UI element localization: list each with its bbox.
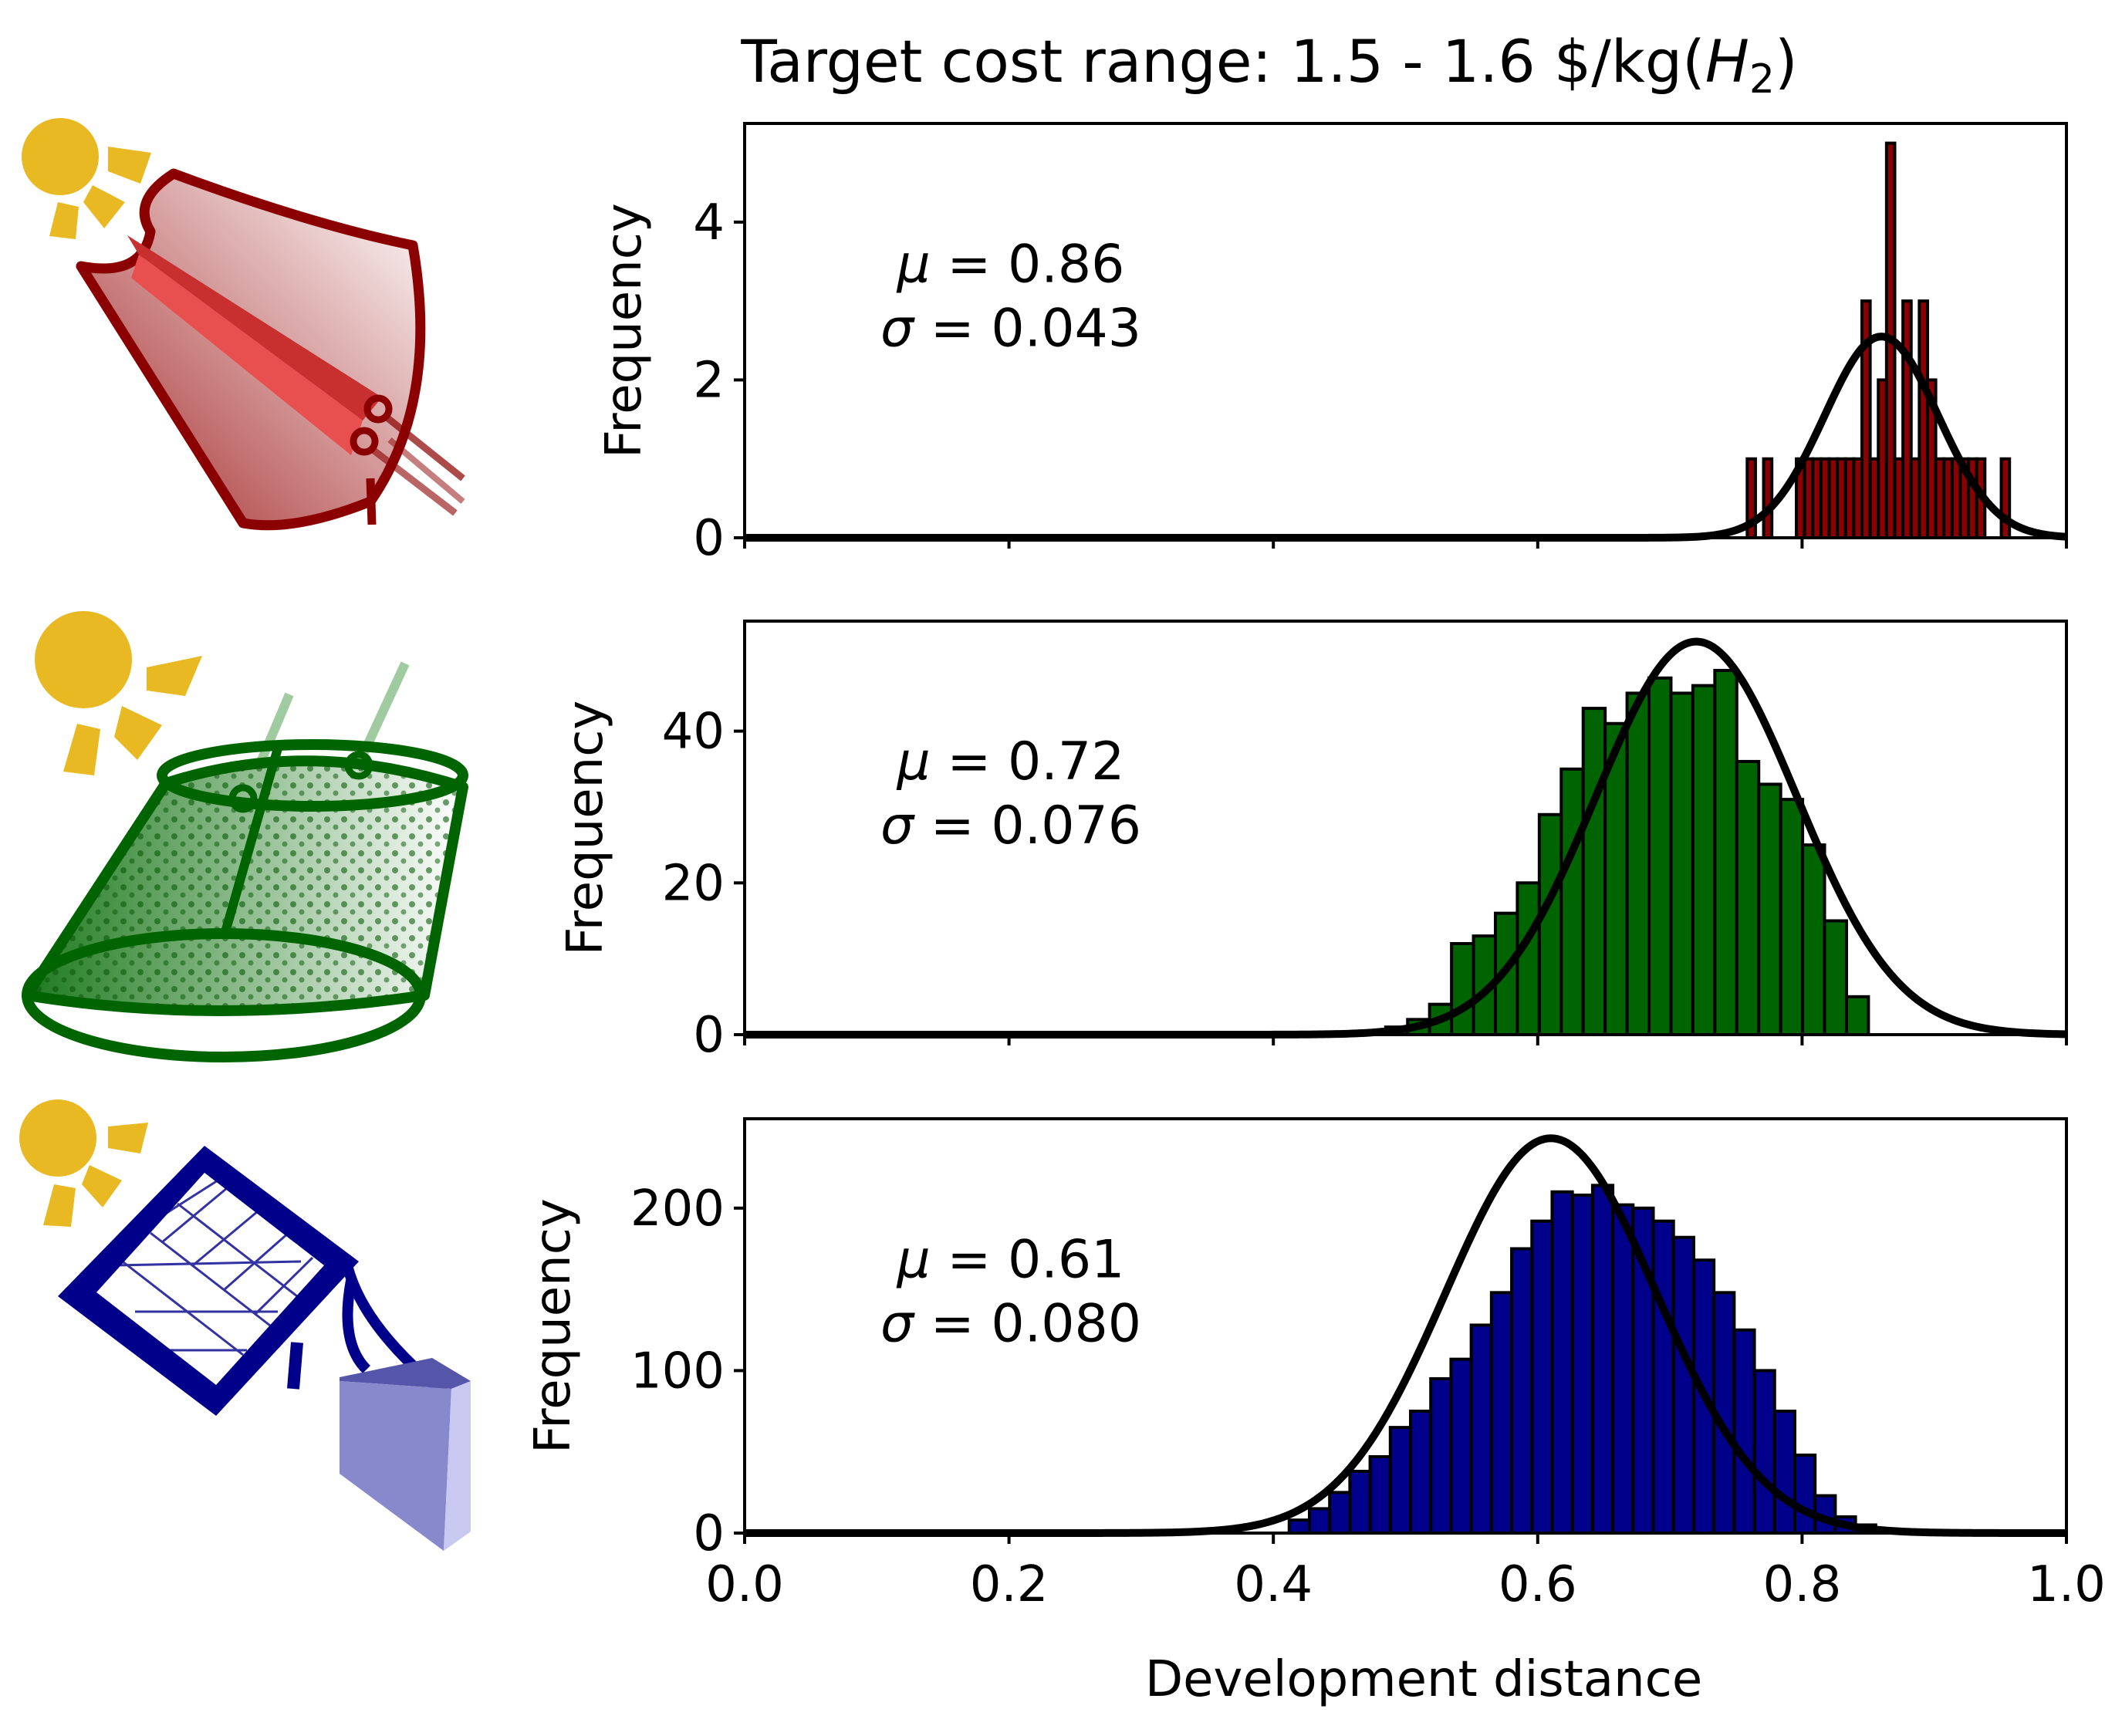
y-tick-label: 2 xyxy=(693,352,725,409)
histogram-bar xyxy=(1669,691,1695,1037)
sigma-annotation: σ = 0.080 xyxy=(880,1294,1141,1355)
y-tick-label: 200 xyxy=(630,1180,725,1238)
x-tick-label: 0.4 xyxy=(1234,1556,1313,1613)
plot-frame xyxy=(743,620,2068,1036)
particle-suspension-reactor-icon xyxy=(22,611,468,1062)
photovoltaic-electrolysis-icon xyxy=(19,1099,471,1551)
solar-concentrator-icon xyxy=(22,118,465,531)
histogram-bar xyxy=(1713,668,1738,1037)
y-axis-label: Frequency xyxy=(596,203,653,458)
histogram-bar xyxy=(1844,995,1870,1036)
histogram-bar xyxy=(1647,676,1673,1036)
histogram-bar xyxy=(1307,1507,1332,1535)
sun-icon xyxy=(35,611,202,775)
histogram-bar xyxy=(1287,1518,1311,1535)
histogram-bar xyxy=(1735,759,1761,1036)
histogram-panel-2: 0 20 40 Frequency μ = 0.72σ = 0.076 xyxy=(557,620,2068,1064)
histogram-bar xyxy=(1772,1410,1796,1535)
sigma-annotation: σ = 0.076 xyxy=(880,795,1141,856)
mu-annotation: μ = 0.61 xyxy=(897,1230,1125,1291)
sigma-annotation: σ = 0.043 xyxy=(880,299,1141,360)
x-tick-label: 0.6 xyxy=(1499,1556,1577,1613)
histogram-panels: 0 2 4 Frequency μ = 0.86σ = 0.043 0 20 40 Freque… xyxy=(525,122,2106,1613)
histogram-bar xyxy=(1590,1184,1615,1535)
histogram-bar xyxy=(1328,1491,1352,1535)
y-axis-label: Frequency xyxy=(557,701,614,956)
histogram-bar xyxy=(1515,881,1541,1036)
histogram-bar xyxy=(1779,798,1805,1036)
x-tick-label: 0.2 xyxy=(970,1556,1049,1613)
histogram-bar xyxy=(1368,1455,1392,1535)
histogram-bar xyxy=(1801,843,1826,1036)
y-tick-label: 0 xyxy=(693,1505,725,1562)
histogram-bar xyxy=(1388,1426,1413,1535)
histogram-bar xyxy=(1469,1323,1493,1535)
histogram-bar xyxy=(1691,684,1717,1036)
histogram-bar xyxy=(1510,1247,1534,1535)
histogram-panel-3: 0 100 200 0.0 0.2 0.4 0.6 0.8 1.0 Frequency μ = 0.… xyxy=(525,1117,2106,1613)
x-axis-label: Development distance xyxy=(1145,1651,1702,1708)
histogram-bar xyxy=(1429,1376,1453,1535)
x-tick-label: 0.8 xyxy=(1763,1556,1842,1613)
y-axis-label: Frequency xyxy=(525,1198,582,1454)
histogram-bar xyxy=(1732,1328,1756,1535)
figure-title: Target cost range: 1.5 - 1.6 $/kg(H2) xyxy=(740,27,1797,103)
y-tick-label: 0 xyxy=(693,510,725,567)
y-tick-label: 100 xyxy=(630,1343,725,1400)
histogram-bar xyxy=(1559,767,1585,1037)
histogram-bar xyxy=(1530,1219,1554,1535)
mu-annotation: μ = 0.72 xyxy=(897,731,1125,792)
plot-frame xyxy=(743,122,2068,539)
histogram-bar xyxy=(1631,1206,1655,1535)
sun-icon xyxy=(19,1099,148,1227)
histogram-bar xyxy=(1823,919,1848,1036)
histogram-bar xyxy=(1537,812,1563,1036)
histogram-bar xyxy=(1611,1203,1635,1535)
histogram-bar xyxy=(1581,707,1607,1036)
histogram-bar xyxy=(1999,457,2012,540)
x-tick-label: 0.0 xyxy=(705,1556,784,1613)
y-tick-label: 20 xyxy=(662,855,725,912)
histogram-panel-1: 0 2 4 Frequency μ = 0.86σ = 0.043 xyxy=(596,122,2068,567)
histogram-bar xyxy=(1550,1190,1574,1535)
histogram-bar xyxy=(1570,1193,1594,1535)
histogram-bar xyxy=(1757,782,1782,1036)
histogram-bar xyxy=(1625,691,1651,1037)
histogram-bar xyxy=(1762,457,1774,540)
histogram-bar xyxy=(1450,941,1475,1037)
histogram-bar xyxy=(1449,1357,1473,1535)
y-tick-label: 40 xyxy=(662,704,725,761)
sun-icon xyxy=(22,118,151,239)
plot-frame xyxy=(743,1117,2068,1535)
mu-annotation: μ = 0.86 xyxy=(897,235,1125,296)
histogram-bar xyxy=(1671,1235,1695,1535)
histogram-bar xyxy=(1793,1453,1817,1535)
histogram-bar xyxy=(1752,1369,1776,1535)
y-tick-label: 0 xyxy=(693,1007,725,1064)
histogram-bar xyxy=(1651,1219,1675,1535)
y-tick-label: 4 xyxy=(693,194,725,252)
histogram-bar xyxy=(1409,1410,1433,1535)
histogram-bar xyxy=(1348,1469,1372,1535)
histogram-bar xyxy=(1489,1291,1514,1535)
x-tick-label: 1.0 xyxy=(2027,1556,2106,1613)
